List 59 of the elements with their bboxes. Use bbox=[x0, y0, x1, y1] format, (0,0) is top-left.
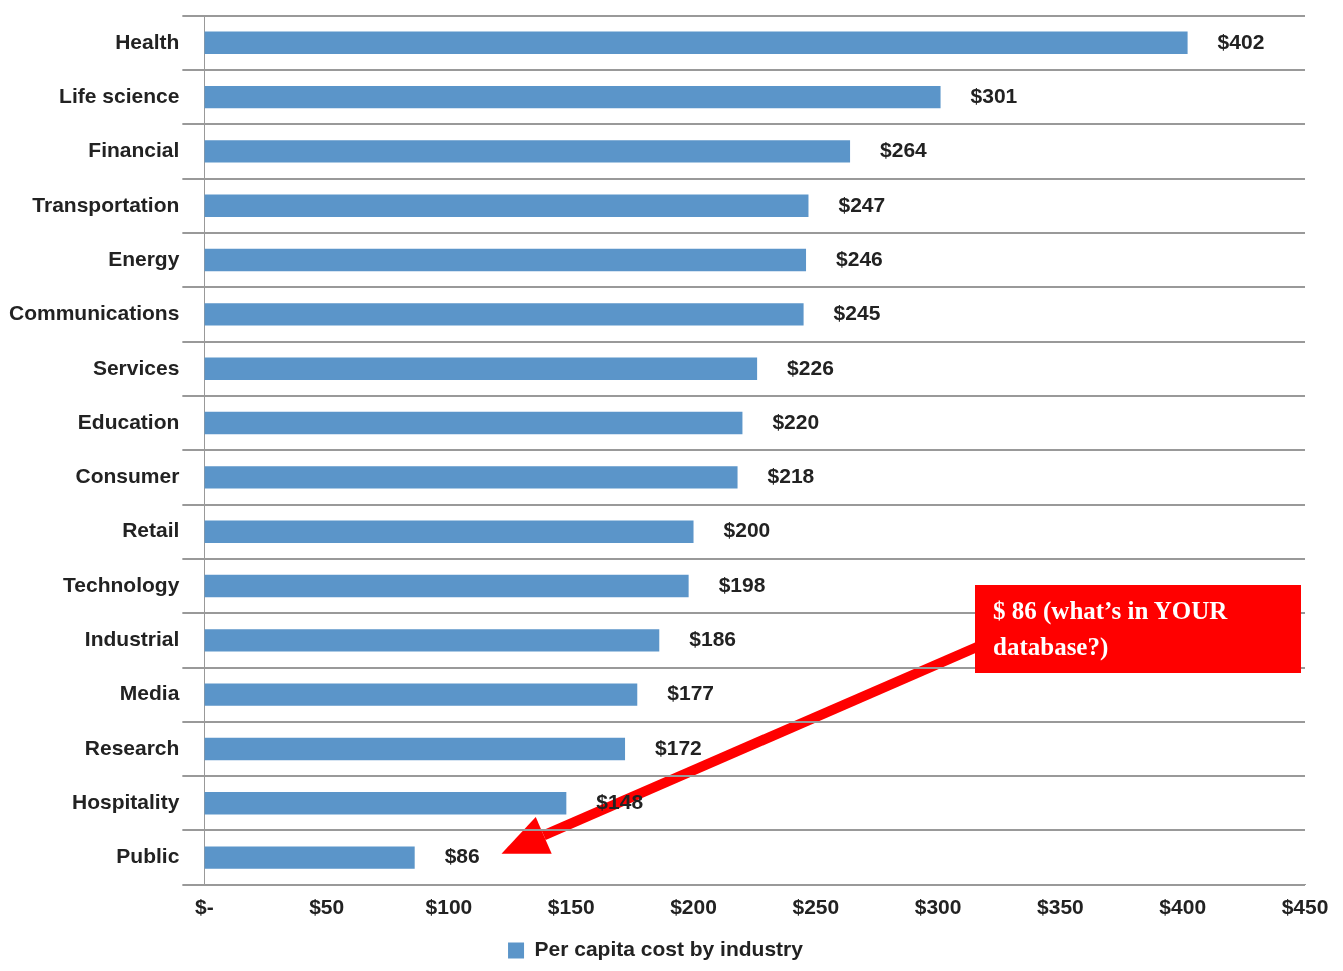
bar bbox=[204, 737, 626, 761]
data-label: $198 bbox=[718, 572, 766, 596]
x-tick-label: $200 bbox=[670, 895, 717, 919]
bar bbox=[204, 466, 738, 489]
x-tick-label: $100 bbox=[425, 895, 473, 919]
data-label: $402 bbox=[1217, 29, 1265, 53]
data-label: $200 bbox=[723, 518, 771, 542]
x-tick-label: $150 bbox=[547, 895, 595, 919]
bar bbox=[204, 140, 851, 163]
y-tick-label: Transportation bbox=[32, 192, 180, 216]
y-tick-label: Education bbox=[77, 409, 180, 433]
y-tick-label: Consumer bbox=[75, 464, 180, 488]
bar bbox=[204, 303, 804, 326]
callout: $ 86 (what’s in YOUR database?) bbox=[975, 584, 1301, 673]
data-label: $301 bbox=[970, 83, 1018, 107]
bar bbox=[204, 520, 694, 543]
data-label: $172 bbox=[655, 735, 702, 759]
data-label: $177 bbox=[667, 681, 714, 705]
data-label: $226 bbox=[787, 355, 834, 379]
y-tick-label: Financial bbox=[88, 138, 180, 162]
y-tick-label: Media bbox=[119, 681, 180, 705]
data-label: $264 bbox=[880, 138, 928, 162]
bar bbox=[204, 194, 809, 217]
bar bbox=[204, 31, 1188, 54]
bar bbox=[204, 248, 807, 272]
y-tick-label: Industrial bbox=[84, 627, 180, 651]
y-tick-label: Hospitality bbox=[71, 790, 180, 814]
bar bbox=[204, 574, 689, 598]
y-tick-label: Research bbox=[84, 735, 180, 759]
bar bbox=[204, 846, 415, 869]
y-tick-label: Retail bbox=[122, 518, 180, 542]
x-tick-label: $- bbox=[195, 895, 214, 919]
bar bbox=[204, 683, 638, 706]
x-tick-label: $450 bbox=[1281, 895, 1329, 919]
x-tick-label: $350 bbox=[1037, 895, 1084, 919]
bar bbox=[204, 411, 743, 435]
y-tick-label: Services bbox=[92, 355, 180, 379]
x-tick-label: $250 bbox=[792, 895, 840, 919]
bar bbox=[204, 357, 758, 380]
legend-label: Per capita cost by industry bbox=[534, 937, 804, 961]
y-tick-label: Health bbox=[115, 29, 180, 53]
data-label: $218 bbox=[767, 464, 815, 488]
y-tick-label: Communications bbox=[8, 301, 180, 325]
y-tick-label: Life science bbox=[59, 83, 180, 107]
bar bbox=[204, 792, 567, 815]
x-tick-label: $400 bbox=[1159, 895, 1207, 919]
x-tick-label: $50 bbox=[309, 895, 345, 919]
data-label: $220 bbox=[772, 409, 820, 433]
data-label: $186 bbox=[689, 627, 736, 651]
x-tick-label: $300 bbox=[914, 895, 962, 919]
data-label: $246 bbox=[836, 246, 883, 270]
data-label: $86 bbox=[444, 844, 480, 868]
bar bbox=[204, 85, 941, 109]
bar bbox=[204, 629, 660, 652]
data-label: $247 bbox=[838, 192, 886, 216]
y-tick-label: Technology bbox=[63, 572, 180, 596]
data-label: $245 bbox=[833, 301, 881, 325]
y-tick-label: Public bbox=[116, 844, 180, 868]
y-tick-label: Energy bbox=[108, 246, 180, 270]
